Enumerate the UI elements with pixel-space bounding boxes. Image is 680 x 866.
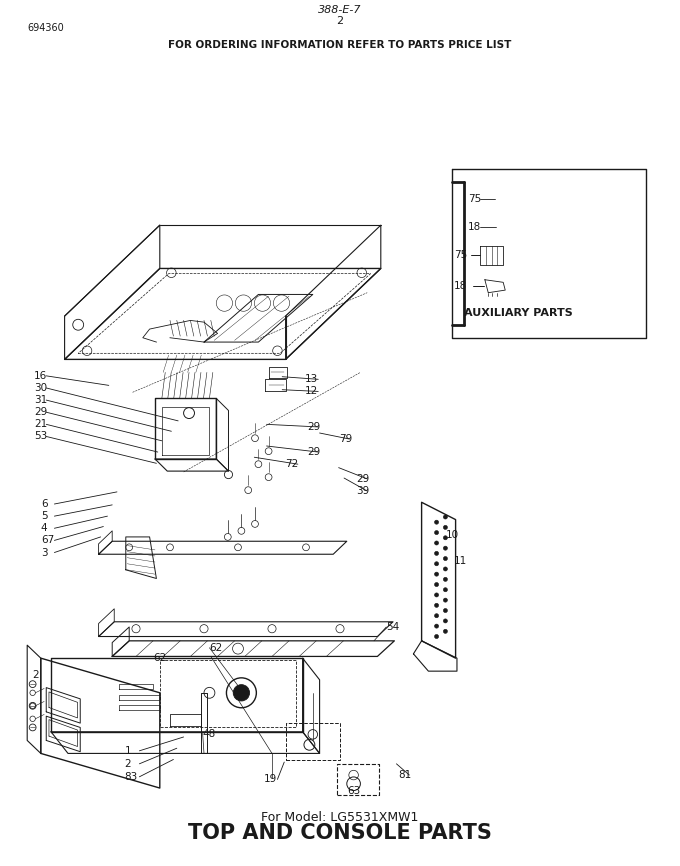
Circle shape [443, 619, 447, 623]
Text: 2: 2 [124, 759, 131, 769]
Circle shape [443, 630, 447, 633]
Text: 29: 29 [307, 422, 320, 432]
Text: For Model: LG5531XMW1: For Model: LG5531XMW1 [261, 811, 419, 824]
Circle shape [435, 562, 439, 565]
Circle shape [443, 588, 447, 591]
Text: 30: 30 [34, 383, 47, 393]
Circle shape [435, 531, 439, 534]
Circle shape [435, 572, 439, 576]
Text: TOP AND CONSOLE PARTS: TOP AND CONSOLE PARTS [188, 823, 492, 843]
Text: 31: 31 [34, 395, 47, 405]
Circle shape [435, 520, 439, 524]
Text: 2: 2 [33, 669, 39, 680]
Text: 81: 81 [398, 770, 411, 780]
Circle shape [443, 609, 447, 612]
Text: 83: 83 [124, 772, 137, 782]
Text: 67: 67 [41, 535, 54, 546]
Text: 13: 13 [305, 374, 318, 385]
Circle shape [435, 541, 439, 545]
Text: 694360: 694360 [27, 23, 64, 33]
Circle shape [435, 624, 439, 628]
Circle shape [443, 598, 447, 602]
Circle shape [443, 536, 447, 540]
Text: 6: 6 [41, 499, 48, 509]
Circle shape [435, 593, 439, 597]
Circle shape [443, 546, 447, 550]
Text: 4: 4 [41, 523, 48, 533]
Text: 62: 62 [153, 653, 166, 663]
Circle shape [435, 635, 439, 638]
Circle shape [435, 552, 439, 555]
Text: 1: 1 [124, 746, 131, 756]
Circle shape [435, 583, 439, 586]
Text: 53: 53 [34, 431, 47, 442]
Text: 62: 62 [209, 643, 222, 653]
Text: 75: 75 [454, 250, 467, 261]
Text: AUXILIARY PARTS: AUXILIARY PARTS [464, 308, 573, 319]
Text: 39: 39 [356, 486, 369, 496]
Text: 29: 29 [356, 474, 369, 484]
Text: 29: 29 [307, 447, 320, 457]
Text: 2: 2 [337, 16, 343, 26]
Text: 11: 11 [454, 556, 467, 566]
Text: 72: 72 [286, 459, 299, 469]
Text: 12: 12 [305, 386, 318, 397]
Text: 48: 48 [203, 728, 216, 739]
Text: 10: 10 [445, 530, 458, 540]
Text: 16: 16 [34, 371, 47, 381]
Text: 54: 54 [386, 622, 399, 632]
Circle shape [443, 557, 447, 560]
Text: 29: 29 [34, 407, 47, 417]
Text: 79: 79 [339, 434, 352, 444]
Text: 63: 63 [347, 785, 360, 796]
Circle shape [443, 515, 447, 519]
Text: 3: 3 [41, 547, 48, 558]
Text: 18: 18 [468, 222, 481, 232]
Circle shape [443, 567, 447, 571]
Text: FOR ORDERING INFORMATION REFER TO PARTS PRICE LIST: FOR ORDERING INFORMATION REFER TO PARTS … [169, 40, 511, 50]
Circle shape [233, 685, 250, 701]
Circle shape [435, 614, 439, 617]
Circle shape [443, 578, 447, 581]
Text: 18: 18 [454, 281, 467, 291]
Text: 75: 75 [468, 194, 481, 204]
Circle shape [435, 604, 439, 607]
Circle shape [443, 526, 447, 529]
Text: 19: 19 [264, 774, 277, 785]
Text: 388-E-7: 388-E-7 [318, 5, 362, 16]
Text: 5: 5 [41, 511, 48, 521]
Text: 21: 21 [34, 419, 47, 430]
